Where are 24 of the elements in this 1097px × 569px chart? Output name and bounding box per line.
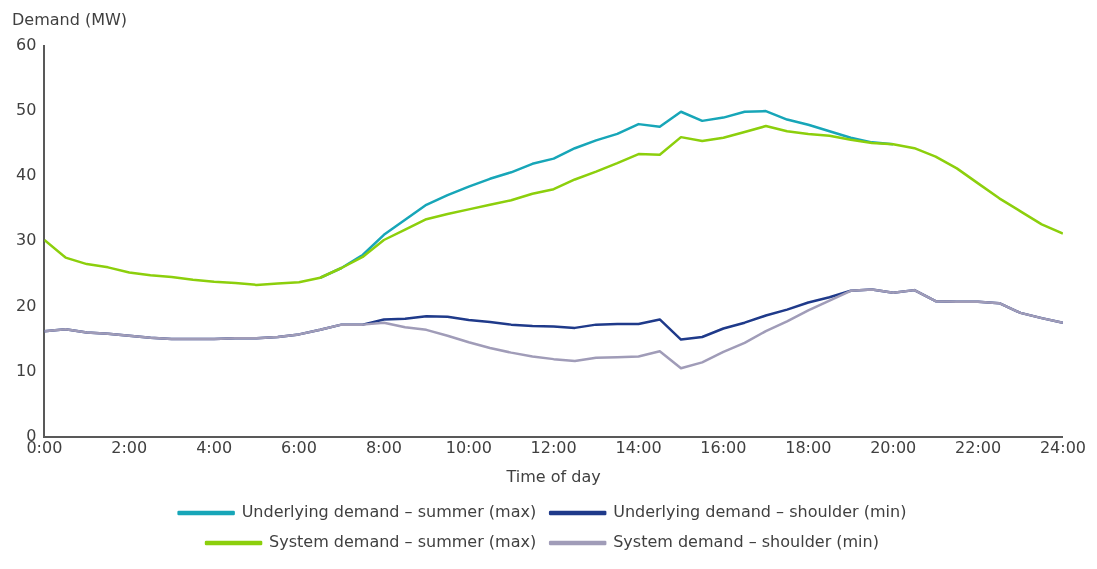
x-tick-label: 4:00 <box>196 438 233 458</box>
x-tick-label: 6:00 <box>281 438 317 458</box>
y-tick-label: 60 <box>16 35 37 55</box>
y-tick-label: 50 <box>16 100 37 120</box>
y-tick-label: 40 <box>16 165 37 185</box>
y-axis-title: Demand (MW) <box>12 10 128 29</box>
y-tick-label: 10 <box>16 360 37 380</box>
x-tick-label: 14:00 <box>615 438 662 458</box>
x-tick-label: 16:00 <box>700 438 747 458</box>
x-tick-label: 20:00 <box>870 438 917 458</box>
x-tick-label: 22:00 <box>955 438 1002 458</box>
x-tick-label: 18:00 <box>785 438 832 458</box>
legend-label: System demand – shoulder (min) <box>613 532 879 552</box>
legend-label: System demand – summer (max) <box>269 532 537 552</box>
x-axis-title: Time of day <box>505 466 601 486</box>
y-tick-label: 30 <box>16 230 37 250</box>
x-tick-label: 8:00 <box>365 438 402 458</box>
legend-label: Underlying demand – summer (max) <box>241 502 537 522</box>
x-tick-label: 12:00 <box>530 438 577 458</box>
x-tick-label: 2:00 <box>111 438 148 458</box>
x-tick-label: 24:00 <box>1039 438 1086 458</box>
legend-label: Underlying demand – shoulder (min) <box>613 502 907 522</box>
y-tick-label: 20 <box>16 295 37 315</box>
x-tick-label: 10:00 <box>445 438 492 458</box>
